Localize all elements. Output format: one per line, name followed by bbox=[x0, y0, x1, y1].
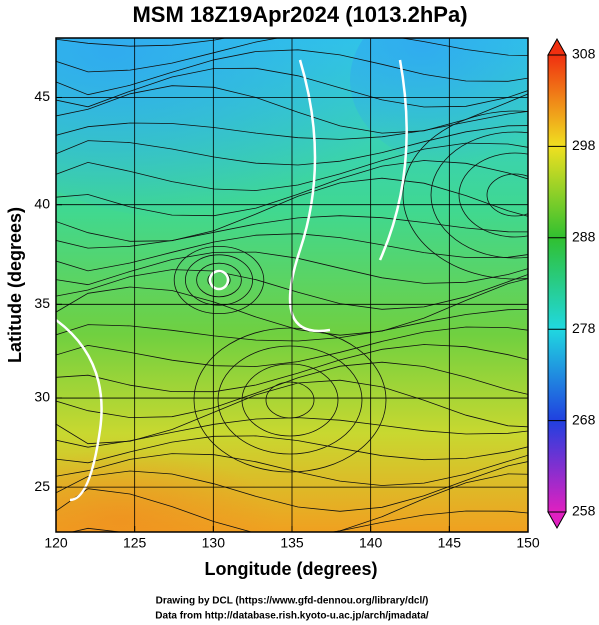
vortex-line bbox=[241, 363, 339, 437]
colorbar-tick-label: 298 bbox=[572, 137, 596, 153]
vortex-line bbox=[173, 245, 265, 314]
streamline bbox=[56, 142, 528, 191]
vortex-line bbox=[265, 381, 315, 419]
streamline bbox=[56, 278, 528, 336]
vortex-line bbox=[486, 173, 528, 217]
x-tick-label: 150 bbox=[516, 535, 540, 551]
streamline bbox=[56, 308, 528, 342]
vortex-line bbox=[430, 131, 528, 259]
streamline bbox=[56, 417, 528, 448]
plot-frame bbox=[55, 37, 529, 533]
streamline bbox=[56, 215, 528, 249]
x-tick-label: 125 bbox=[123, 535, 147, 551]
title: MSM 18Z19Apr2024 (1013.2hPa) bbox=[132, 2, 467, 27]
vortex-line bbox=[217, 345, 363, 455]
streamline bbox=[56, 269, 528, 310]
y-axis-label: Latitude (degrees) bbox=[5, 207, 25, 363]
vortex-line bbox=[458, 152, 528, 238]
x-axis-label: Longitude (degrees) bbox=[204, 559, 377, 579]
streamline bbox=[56, 160, 528, 217]
vortex-line bbox=[184, 254, 253, 306]
field bbox=[56, 38, 528, 532]
streamline bbox=[56, 38, 528, 73]
streamline bbox=[56, 49, 528, 96]
colorbar bbox=[547, 54, 567, 513]
streamline bbox=[56, 473, 528, 532]
y-tick-label: 35 bbox=[34, 295, 50, 311]
streamline bbox=[56, 125, 528, 166]
colorbar-tick-label: 288 bbox=[572, 229, 596, 245]
y-tick-label: 30 bbox=[34, 389, 50, 405]
streamline bbox=[56, 110, 528, 140]
streamline bbox=[56, 233, 528, 272]
streamline bbox=[56, 435, 528, 464]
streamline bbox=[70, 510, 528, 532]
vortex-line bbox=[193, 327, 387, 473]
streamline bbox=[56, 461, 528, 512]
colorbar-tick-label: 268 bbox=[572, 411, 596, 427]
x-tick-label: 130 bbox=[202, 535, 226, 551]
y-tick-label: 45 bbox=[34, 88, 50, 104]
x-tick-label: 120 bbox=[44, 535, 68, 551]
x-tick-label: 140 bbox=[359, 535, 383, 551]
x-tick-label: 135 bbox=[280, 535, 304, 551]
vortex-line bbox=[196, 262, 242, 298]
y-tick-label: 40 bbox=[34, 195, 50, 211]
streamline bbox=[56, 326, 528, 367]
colorbar-bottom-arrow bbox=[547, 511, 567, 530]
streamline bbox=[56, 177, 528, 242]
colorbar-top-arrow bbox=[547, 37, 567, 56]
footer-line: Drawing by DCL (https://www.gfd-dennou.o… bbox=[156, 596, 429, 607]
vortex-line bbox=[402, 110, 528, 280]
x-tick-label: 145 bbox=[438, 535, 462, 551]
colorbar-tick-label: 308 bbox=[572, 46, 596, 62]
colorbar-tick-label: 278 bbox=[572, 320, 596, 336]
colorbar-tick-label: 258 bbox=[572, 503, 596, 519]
streamline bbox=[56, 38, 228, 47]
y-tick-label: 25 bbox=[34, 478, 50, 494]
streamline bbox=[56, 361, 528, 419]
streamline bbox=[56, 344, 528, 393]
streamline bbox=[56, 67, 528, 108]
footer-line: Data from http://database.rish.kyoto-u.a… bbox=[155, 611, 429, 622]
